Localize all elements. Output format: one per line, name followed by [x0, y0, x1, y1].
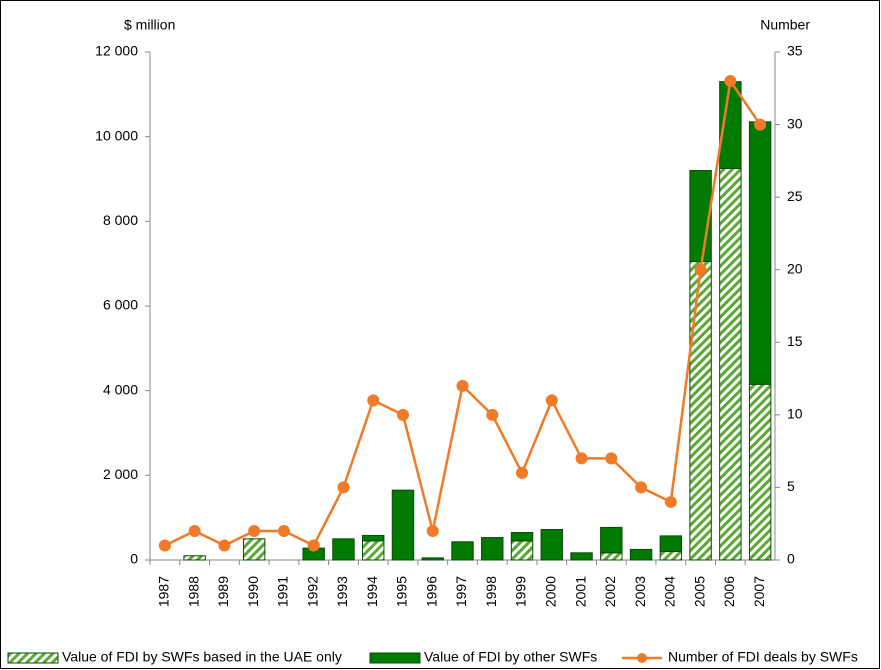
y2-tick-label: 10: [787, 406, 803, 422]
x-tick-label: 2003: [632, 576, 648, 607]
bar: [510, 540, 534, 561]
bar: [332, 538, 355, 561]
x-tick-label: 2000: [542, 576, 558, 607]
line-marker: [307, 539, 320, 552]
x-tick-label: 2004: [662, 576, 678, 607]
line-marker: [337, 481, 350, 494]
x-tick-label: 2007: [751, 576, 767, 607]
bar: [748, 383, 772, 561]
line-marker: [516, 466, 529, 479]
y-tick-label: 12 000: [95, 43, 138, 59]
line-marker: [575, 452, 588, 465]
line-marker: [367, 394, 380, 407]
legend-label: Value of FDI by other SWFs: [424, 649, 597, 665]
line-marker: [277, 524, 290, 537]
line-marker: [248, 524, 261, 537]
x-tick-label: 2005: [691, 576, 707, 607]
x-tick-label: 1995: [394, 576, 410, 607]
y2-tick-label: 30: [787, 115, 803, 131]
y2-tick-label: 15: [787, 333, 803, 349]
bar: [391, 489, 415, 561]
bar: [719, 167, 742, 561]
x-tick-label: 1999: [513, 576, 529, 607]
x-tick-label: 1988: [185, 576, 201, 607]
bar: [183, 555, 206, 561]
y2-axis-label: Number: [760, 17, 810, 33]
bar: [481, 537, 504, 561]
y2-tick-label: 35: [787, 43, 803, 59]
y-tick-label: 10 000: [95, 127, 138, 143]
line-marker: [426, 524, 439, 537]
x-tick-label: 2006: [721, 576, 737, 607]
y-tick-label: 8 000: [103, 212, 138, 228]
y-tick-label: 0: [130, 551, 138, 567]
line: [164, 77, 762, 548]
x-tick-label: 1992: [304, 576, 320, 607]
legend-label: Value of FDI by SWFs based in the UAE on…: [62, 649, 342, 665]
y2-tick-label: 25: [787, 188, 803, 204]
line-marker: [724, 75, 737, 88]
bar: [600, 526, 623, 554]
line-marker: [486, 408, 499, 421]
x-tick-label: 2001: [572, 576, 588, 607]
x-tick-label: 2002: [602, 576, 618, 607]
y-axis-label: $ million: [124, 17, 175, 33]
line-marker: [664, 495, 677, 508]
bar: [659, 535, 683, 553]
x-tick-label: 1987: [156, 576, 172, 607]
x-tick-label: 1994: [364, 576, 380, 607]
x-tick-label: 1996: [423, 576, 439, 607]
legend-swatch: [369, 652, 421, 664]
x-tick-label: 1991: [275, 576, 291, 607]
y-tick-label: 6 000: [103, 297, 138, 313]
line-marker: [456, 379, 469, 392]
y-tick-label: 2 000: [103, 466, 138, 482]
x-tick-label: 1989: [215, 576, 231, 607]
line-marker: [396, 408, 409, 421]
bar: [689, 261, 712, 561]
line-marker: [635, 481, 648, 494]
bar: [600, 552, 623, 561]
y2-tick-label: 20: [787, 260, 803, 276]
legend-swatch: [7, 652, 59, 664]
bar: [242, 538, 266, 561]
y-tick-label: 4 000: [103, 381, 138, 397]
bar: [540, 529, 563, 561]
bar: [510, 531, 534, 542]
line-marker: [694, 263, 707, 276]
bar: [570, 552, 593, 561]
x-tick-label: 1990: [245, 576, 261, 607]
bar: [451, 541, 474, 561]
x-tick-label: 1998: [483, 576, 499, 607]
legend-marker: [637, 653, 647, 663]
x-tick-label: 1993: [334, 576, 350, 607]
bar: [362, 540, 385, 561]
bar: [748, 121, 772, 385]
line-marker: [754, 118, 767, 131]
line-marker: [545, 394, 558, 407]
x-tick-label: 1997: [453, 576, 469, 607]
bar: [629, 548, 653, 561]
y2-tick-label: 5: [787, 478, 795, 494]
line-marker: [188, 524, 201, 537]
y2-tick-label: 0: [787, 551, 795, 567]
bar: [421, 557, 444, 561]
bar: [362, 534, 385, 542]
legend-label: Number of FDI deals by SWFs: [668, 649, 858, 665]
line-marker: [158, 539, 171, 552]
line-marker: [605, 452, 618, 465]
line-marker: [218, 539, 231, 552]
bar: [659, 551, 683, 561]
